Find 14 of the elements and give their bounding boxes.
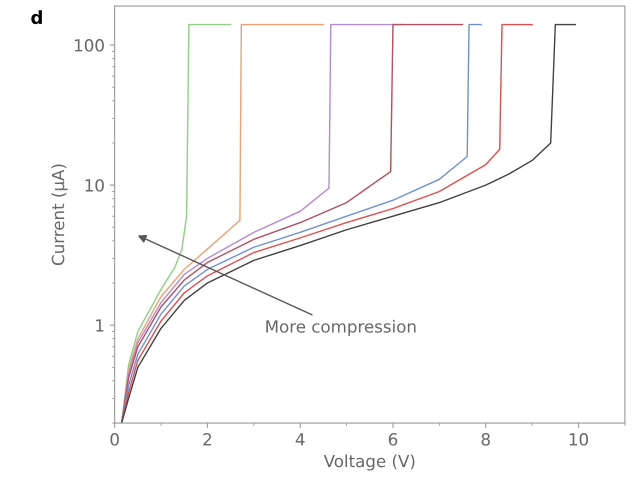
x-tick-label: 2 [203, 433, 212, 446]
x-tick-label: 6 [388, 433, 398, 446]
x-tick-label: 0 [110, 433, 119, 446]
x-tick-label: 8 [482, 433, 490, 446]
x-axis-title: Voltage (V) [324, 454, 414, 471]
annotation: More compression [266, 320, 416, 336]
x-tick-label: 10 [570, 433, 588, 446]
y-tick-label: 1 [96, 319, 104, 332]
line-series [120, 24, 232, 424]
y-axis-title: Current (µA) [51, 164, 68, 266]
chart-title: d [31, 10, 42, 24]
y-tick-label: 100 [74, 39, 104, 52]
y-tick-label: 10 [86, 179, 104, 192]
x-tick-label: 4 [296, 433, 305, 446]
